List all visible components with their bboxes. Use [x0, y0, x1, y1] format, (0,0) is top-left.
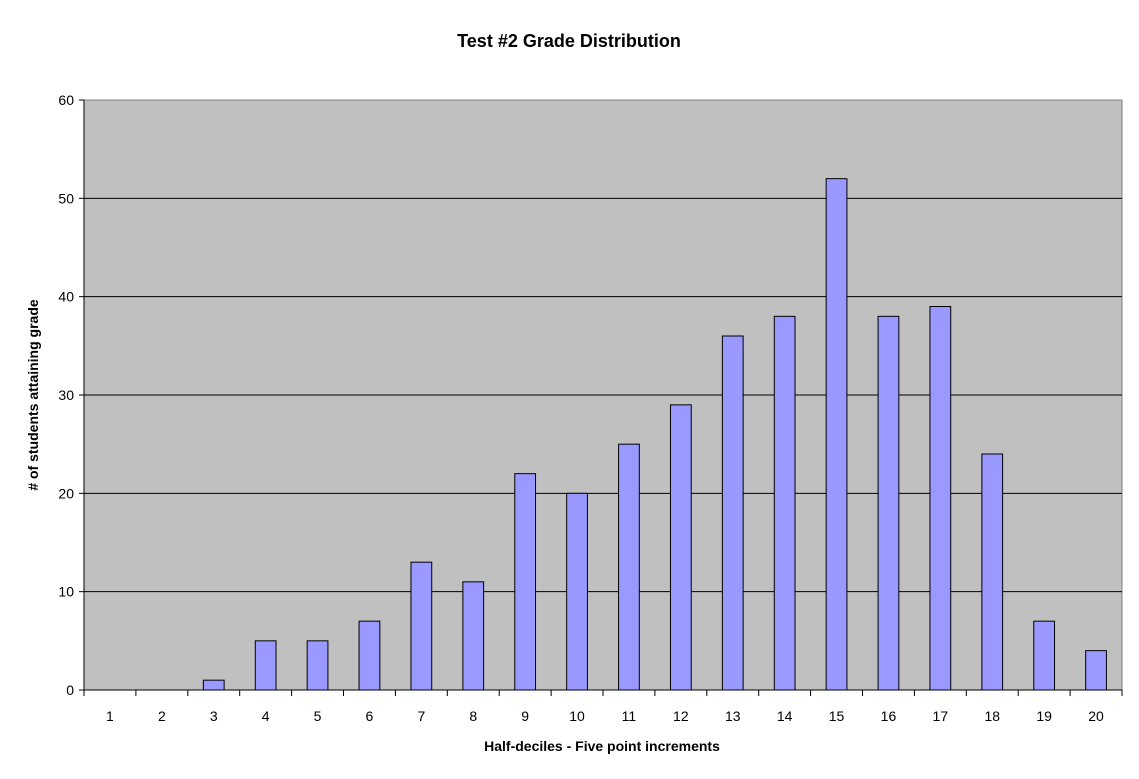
y-tick-label: 60	[58, 92, 74, 108]
bar-19	[1033, 620, 1056, 691]
x-tick-label: 4	[262, 708, 270, 724]
bar-8	[462, 581, 485, 691]
x-tick-label: 15	[829, 708, 845, 724]
y-axis: 0 10 20 30 40 50 60	[58, 92, 85, 698]
bar-7	[410, 561, 433, 691]
x-tick-label: 20	[1088, 708, 1104, 724]
x-tick-label: 18	[984, 708, 1000, 724]
bar-14	[773, 315, 796, 691]
x-tick-label: 7	[417, 708, 425, 724]
bar-10	[566, 492, 588, 691]
chart-title: Test #2 Grade Distribution	[457, 31, 681, 51]
y-axis-label: # of students attaining grade	[25, 299, 41, 491]
x-axis-label: Half-deciles - Five point increments	[484, 738, 720, 754]
x-tick-label: 12	[673, 708, 689, 724]
bar-12	[669, 404, 692, 691]
y-tick-label: 10	[58, 584, 74, 600]
x-tick-label: 1	[106, 708, 114, 724]
bar-3	[202, 679, 225, 691]
y-tick-label: 40	[58, 289, 74, 305]
y-tick-label: 0	[66, 682, 74, 698]
x-tick-label: 8	[469, 708, 477, 724]
x-tick-label: 6	[366, 708, 374, 724]
bars	[202, 178, 1107, 691]
y-tick-label: 30	[58, 387, 74, 403]
x-tick-label: 11	[622, 708, 637, 724]
x-tick-label: 16	[881, 708, 897, 724]
x-tick-label: 5	[314, 708, 322, 724]
y-tick-label: 50	[58, 190, 74, 206]
x-tick-label: 17	[933, 708, 949, 724]
bar-17	[929, 306, 952, 691]
x-tick-label: 9	[521, 708, 529, 724]
bar-15	[825, 178, 848, 691]
bar-18	[981, 453, 1004, 691]
bar-20	[1085, 650, 1107, 691]
bar-11	[618, 443, 640, 691]
y-tick-label: 20	[58, 485, 74, 501]
bar-4	[254, 640, 277, 691]
bar-13	[721, 335, 744, 691]
x-tick-label: 19	[1036, 708, 1052, 724]
x-tick-label: 14	[777, 708, 793, 724]
x-tick-label: 2	[158, 708, 166, 724]
bar-9	[514, 473, 537, 691]
bar-6	[358, 620, 381, 691]
x-axis: 1 2 3 4 5 6 7 8 9 10 11 12 13 14 15 16 17 18 19 20	[83, 689, 1123, 724]
x-tick-label: 3	[210, 708, 218, 724]
bar-5	[306, 640, 329, 691]
x-tick-label: 13	[725, 708, 741, 724]
x-tick-label: 10	[569, 708, 585, 724]
bar-16	[877, 315, 900, 691]
